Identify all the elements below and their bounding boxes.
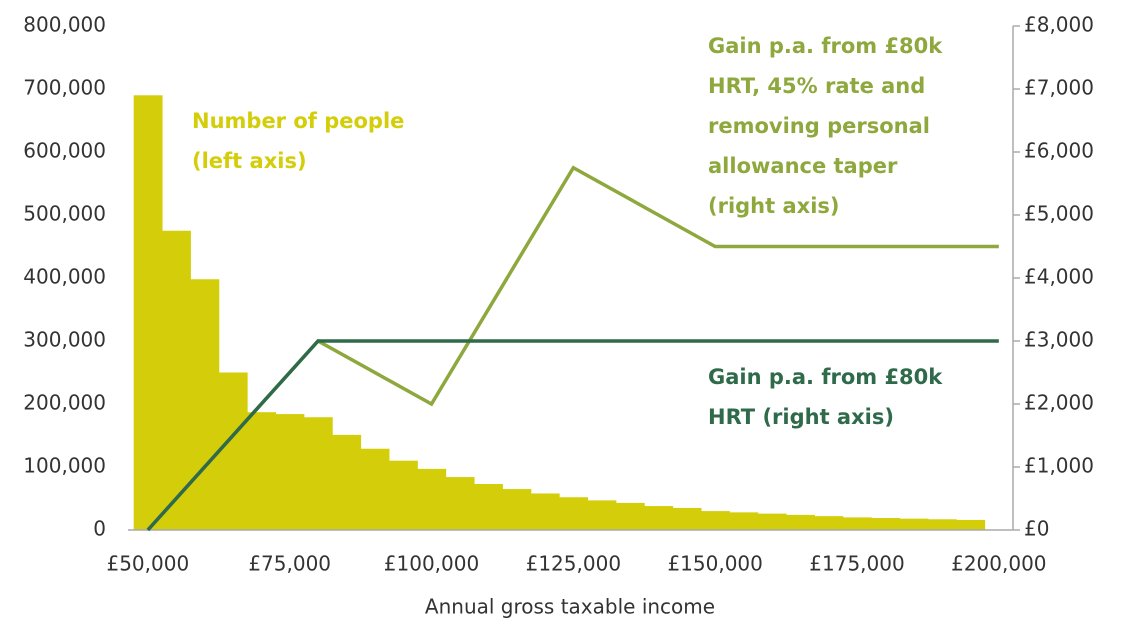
y2-tick-label: £2,000 bbox=[1024, 391, 1094, 415]
bar bbox=[303, 417, 333, 530]
x-tick-label: £150,000 bbox=[667, 552, 762, 576]
bar bbox=[275, 414, 305, 530]
annotation: HRT (right axis) bbox=[708, 405, 894, 429]
y2-tick-label: £3,000 bbox=[1024, 328, 1094, 352]
bar bbox=[871, 518, 901, 530]
bar bbox=[218, 372, 248, 530]
bar bbox=[559, 497, 589, 530]
bar bbox=[672, 507, 702, 530]
annotation: Gain p.a. from £80k bbox=[708, 34, 943, 58]
bar bbox=[530, 493, 560, 530]
annotation: HRT, 45% rate and bbox=[708, 74, 925, 98]
y-tick-label: 300,000 bbox=[23, 328, 106, 352]
bar bbox=[615, 502, 645, 530]
bar bbox=[587, 500, 617, 530]
y-tick-label: 100,000 bbox=[23, 454, 106, 478]
bar bbox=[388, 460, 418, 530]
y2-tick-label: £6,000 bbox=[1024, 139, 1094, 163]
bar bbox=[247, 412, 276, 530]
annotation: allowance taper bbox=[708, 154, 898, 178]
x-tick-label: £200,000 bbox=[951, 552, 1046, 576]
bar bbox=[502, 489, 532, 530]
bar bbox=[927, 519, 957, 530]
x-tick-label: £100,000 bbox=[384, 552, 479, 576]
bar bbox=[899, 518, 929, 530]
bar bbox=[133, 95, 163, 531]
bar bbox=[700, 511, 730, 530]
annotation: Number of people bbox=[192, 109, 404, 133]
bar bbox=[445, 477, 475, 530]
y2-tick-label: £1,000 bbox=[1024, 454, 1094, 478]
bar bbox=[814, 516, 844, 530]
y-tick-label: 700,000 bbox=[23, 76, 106, 100]
x-tick-label: £50,000 bbox=[106, 552, 189, 576]
y-tick-label: 0 bbox=[93, 517, 106, 541]
bar bbox=[786, 514, 815, 530]
y2-tick-label: £8,000 bbox=[1024, 13, 1094, 37]
bar bbox=[729, 512, 759, 530]
y-tick-label: 600,000 bbox=[23, 139, 106, 163]
y-tick-label: 500,000 bbox=[23, 202, 106, 226]
bar bbox=[190, 279, 220, 530]
bar bbox=[956, 519, 986, 530]
annotation: removing personal bbox=[708, 114, 930, 138]
y2-tick-label: £7,000 bbox=[1024, 76, 1094, 100]
annotation: (right axis) bbox=[708, 194, 840, 218]
x-tick-label: £75,000 bbox=[248, 552, 331, 576]
bar bbox=[417, 468, 447, 530]
y-tick-label: 800,000 bbox=[23, 13, 106, 37]
bar bbox=[360, 448, 390, 530]
annotation: Gain p.a. from £80k bbox=[708, 365, 943, 389]
bar bbox=[162, 230, 191, 530]
bar bbox=[842, 517, 872, 530]
y-tick-label: 400,000 bbox=[23, 265, 106, 289]
bar bbox=[757, 513, 787, 530]
x-tick-label: £175,000 bbox=[809, 552, 904, 576]
bar bbox=[332, 434, 362, 530]
y-tick-label: 200,000 bbox=[23, 391, 106, 415]
y2-tick-label: £4,000 bbox=[1024, 265, 1094, 289]
bar bbox=[474, 484, 503, 530]
x-tick-label: £125,000 bbox=[526, 552, 621, 576]
line bbox=[146, 339, 999, 532]
annotation: (left axis) bbox=[192, 149, 307, 173]
x-axis-label: Annual gross taxable income bbox=[425, 595, 715, 619]
bar bbox=[644, 506, 674, 530]
y2-tick-label: £0 bbox=[1024, 517, 1049, 541]
y2-tick-label: £5,000 bbox=[1024, 202, 1094, 226]
